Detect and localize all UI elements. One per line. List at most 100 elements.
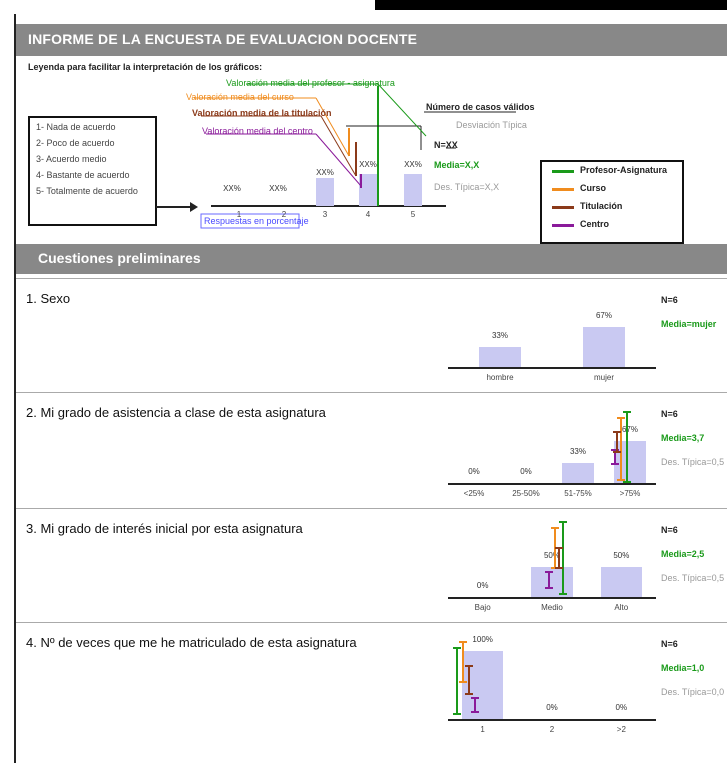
range-cap: [471, 711, 479, 713]
range-marker: [456, 647, 458, 715]
ann-respuestas: Respuestas en porcentaje: [204, 216, 309, 226]
stat-n: N=6: [661, 409, 678, 419]
range-cap: [545, 571, 553, 573]
chart-bar: [600, 567, 643, 597]
stat-media: Media=1,0: [661, 663, 705, 673]
chart-baseline: [448, 719, 656, 721]
legend-panel: Leyenda para facilitar la interpretación…: [16, 56, 727, 244]
range-marker: [616, 431, 618, 453]
ann-profesor: Valoración media del profesor - asignatu…: [226, 78, 395, 88]
pointer-arrowhead: [190, 202, 198, 212]
chart-data-label: 0%: [468, 467, 480, 476]
chart-data-label: 50%: [543, 551, 560, 560]
stat-n: N=6: [661, 295, 678, 305]
range-cap: [453, 647, 461, 649]
range-cap: [465, 693, 473, 695]
range-cap: [613, 451, 621, 453]
question-panel: 4. Nº de veces que me he matriculado de …: [16, 622, 727, 741]
range-cap: [559, 593, 567, 595]
chart-category-label: hombre: [486, 373, 514, 382]
key-row: Profesor-Asignatura: [542, 162, 682, 180]
chart-category-label: 2: [549, 725, 555, 734]
key-row: Curso: [542, 180, 682, 198]
chart-category-label: <25%: [463, 489, 485, 498]
key-row: Centro: [542, 216, 682, 234]
question-title: 3. Mi grado de interés inicial por esta …: [26, 521, 303, 536]
range-cap: [465, 665, 473, 667]
ann-pct: XX%: [223, 184, 241, 193]
ann-titulacion: Valoración media de la titulación: [192, 108, 332, 118]
stat-desviacion: Des. Típica=0,5: [661, 573, 725, 583]
scale-item: 1- Nada de acuerdo: [36, 122, 116, 132]
scale-item: 3- Acuerdo medio: [36, 154, 107, 164]
key-swatch: [552, 170, 574, 173]
chart-data-label: 33%: [491, 331, 508, 341]
question-panel: 2. Mi grado de asistencia a clase de est…: [16, 392, 727, 505]
chart-category-label: Bajo: [474, 603, 491, 612]
chart-category-label: mujer: [593, 373, 614, 382]
range-marker: [474, 697, 476, 713]
range-marker: [614, 449, 616, 465]
ann-pct: XX%: [404, 160, 422, 169]
range-cap: [559, 521, 567, 523]
key-swatch: [552, 188, 574, 191]
ann-n-validos: Número de casos válidos: [426, 102, 535, 112]
stat-media: Media=mujer: [661, 319, 717, 329]
range-cap: [611, 449, 619, 451]
ann-tick: 2: [281, 210, 287, 219]
report-title: INFORME DE LA ENCUESTA DE EVALUACION DOC…: [28, 31, 418, 47]
scale-item: 2- Poco de acuerdo: [36, 138, 115, 148]
range-cap: [611, 463, 619, 465]
chart-baseline: [448, 597, 656, 599]
scale-box: 1- Nada de acuerdo 2- Poco de acuerdo 3-…: [28, 116, 157, 226]
range-marker: [558, 547, 560, 569]
key-label: Profesor-Asignatura: [580, 165, 668, 175]
ann-dt: Des. Típica=X,X: [434, 182, 500, 192]
stat-desviacion: Des. Típica=0,0: [661, 687, 725, 697]
key-swatch: [552, 206, 574, 209]
question-panel: 3. Mi grado de interés inicial por esta …: [16, 508, 727, 619]
chart-category-label: Alto: [614, 603, 629, 612]
ann-tick: 4: [365, 210, 371, 219]
ann-tick: 1: [236, 210, 242, 219]
chart-baseline: [448, 483, 656, 485]
chart-bar: [583, 326, 625, 367]
stat-media: Media=3,7: [661, 433, 705, 443]
chart-data-label: 0%: [546, 703, 558, 712]
range-cap: [453, 713, 461, 715]
scale-item: 4- Bastante de acuerdo: [36, 170, 130, 180]
ann-media: Media=X,X: [434, 160, 480, 170]
range-cap: [471, 697, 479, 699]
range-marker: [548, 571, 550, 589]
chart-data-label: 67%: [595, 310, 612, 320]
chart-bar: [614, 441, 646, 483]
scale-item: 5- Totalmente de acuerdo: [36, 186, 138, 196]
range-marker: [462, 641, 464, 683]
question-panel: 1. Sexo 33% hombre 67% mujer N=6 Media=mujer: [16, 278, 727, 389]
report-header: INFORME DE LA ENCUESTA DE EVALUACION DOC…: [16, 24, 727, 56]
key-label: Centro: [580, 219, 609, 229]
range-marker: [562, 521, 564, 595]
range-cap: [555, 547, 563, 549]
range-cap: [617, 479, 625, 481]
ann-desviacion: Desviación Típica: [456, 120, 527, 130]
range-marker: [620, 417, 622, 481]
ann-tick: 3: [322, 210, 328, 219]
chart-data-label: 0%: [615, 703, 628, 712]
key-swatch: [552, 224, 574, 227]
legend-example-chart: [194, 83, 516, 229]
color-key-box: Profesor-Asignatura Curso Titulación Cen…: [540, 160, 684, 244]
pointer-arrow: [156, 206, 194, 208]
chart-category-label: 51-75%: [564, 489, 592, 498]
range-cap: [613, 431, 621, 433]
ann-n: N=XX: [434, 140, 458, 150]
range-cap: [459, 641, 467, 643]
stat-desviacion: Des. Típica=0,5: [661, 457, 725, 467]
ann-pct: XX%: [269, 184, 287, 193]
stat-n: N=6: [661, 639, 678, 649]
question-title: 2. Mi grado de asistencia a clase de est…: [26, 405, 326, 420]
stat-n: N=6: [661, 525, 678, 535]
ann-tick: 5: [410, 210, 416, 219]
range-marker: [626, 411, 628, 483]
chart-category-label: 1: [480, 725, 485, 734]
